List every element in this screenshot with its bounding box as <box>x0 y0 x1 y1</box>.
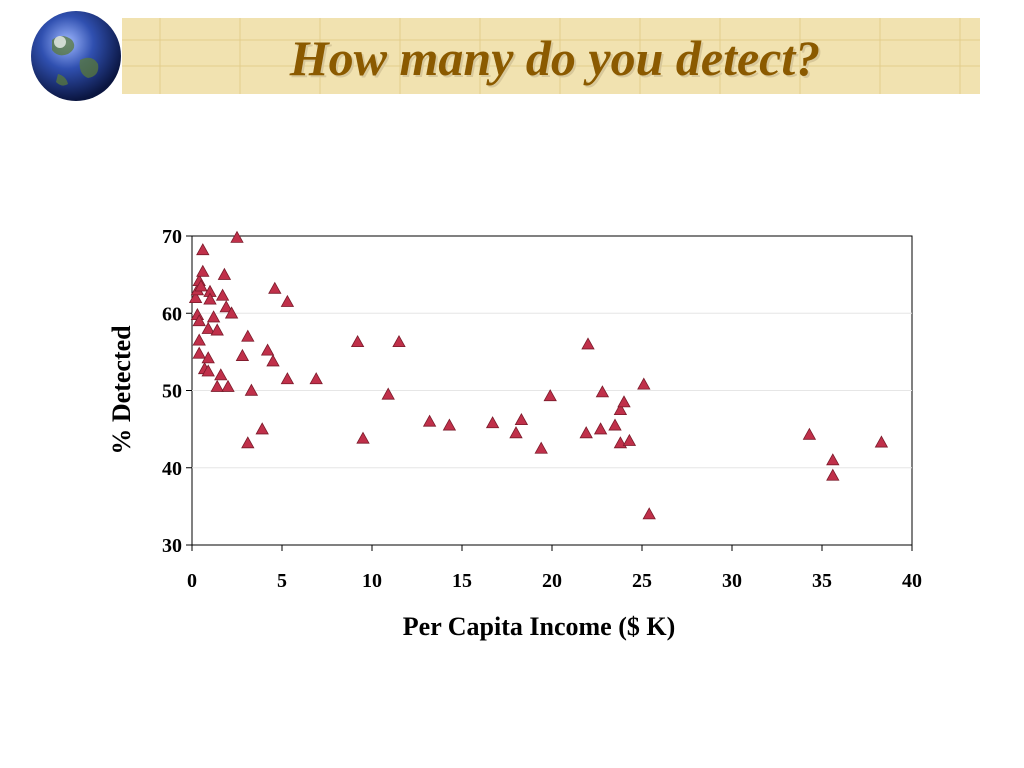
data-point <box>206 310 221 323</box>
gridlines <box>192 312 912 469</box>
data-point <box>280 372 295 385</box>
x-tick-label: 35 <box>812 570 832 592</box>
data-point <box>514 413 529 426</box>
page-title: How many do you detect? <box>289 30 821 86</box>
data-point <box>826 453 840 466</box>
data-point <box>201 321 215 334</box>
x-tick-label: 15 <box>452 570 472 592</box>
banner-grid <box>122 18 980 94</box>
data-point <box>422 414 437 427</box>
data-point <box>210 323 224 336</box>
data-point <box>350 335 365 348</box>
data-point <box>608 418 622 431</box>
data-point <box>266 354 280 367</box>
data-point <box>224 306 239 319</box>
data-point <box>826 468 840 481</box>
data-point <box>215 288 230 301</box>
data-point <box>613 402 628 416</box>
y-axis-title: % Detected <box>107 325 136 455</box>
x-tick-label: 20 <box>542 570 562 592</box>
data-point <box>509 426 523 439</box>
data-point <box>381 387 395 400</box>
data-point <box>192 346 206 359</box>
data-point <box>485 416 500 429</box>
data-point <box>543 389 557 402</box>
data-point <box>210 379 224 392</box>
data-point <box>622 433 637 446</box>
data-point <box>392 335 406 348</box>
y-axis: 30 40 50 60 70 <box>162 226 192 557</box>
data-point <box>241 436 255 449</box>
x-axis: 0 5 10 15 20 25 30 35 40 <box>187 545 922 592</box>
data-point <box>280 294 295 307</box>
data-point <box>192 314 206 327</box>
data-point <box>534 441 548 454</box>
banner-background <box>122 18 980 94</box>
data-points <box>188 230 889 520</box>
data-point <box>617 395 631 408</box>
data-point <box>579 426 593 439</box>
y-tick-label: 60 <box>162 303 182 325</box>
title-banner <box>31 11 980 101</box>
data-point <box>244 383 259 396</box>
data-point <box>203 292 217 305</box>
data-point <box>595 385 610 398</box>
x-tick-label: 10 <box>362 570 382 592</box>
y-tick-label: 30 <box>162 535 182 557</box>
x-axis-title: Per Capita Income ($ K) <box>403 612 675 641</box>
data-point <box>188 290 203 304</box>
globe-icon <box>31 11 121 101</box>
data-point <box>221 379 235 392</box>
data-point <box>642 507 656 520</box>
data-point <box>201 364 215 377</box>
data-point <box>268 281 282 294</box>
y-tick-label: 40 <box>162 458 182 480</box>
x-tick-label: 40 <box>902 570 922 592</box>
data-point <box>219 300 233 313</box>
y-tick-label: 70 <box>162 226 182 248</box>
data-point <box>214 368 228 381</box>
data-point <box>201 351 215 364</box>
x-tick-label: 0 <box>187 570 197 592</box>
x-tick-label: 30 <box>722 570 742 592</box>
data-point <box>593 422 608 435</box>
data-point <box>241 329 255 342</box>
data-point <box>581 337 595 350</box>
data-point <box>356 431 370 444</box>
y-tick-label: 50 <box>162 381 182 403</box>
data-point <box>196 264 210 277</box>
data-point <box>230 230 244 243</box>
data-point <box>874 435 889 448</box>
data-point <box>217 267 232 280</box>
data-point <box>802 427 817 440</box>
data-point <box>235 348 250 361</box>
data-point <box>194 279 208 292</box>
data-point <box>309 372 323 385</box>
data-point <box>442 418 457 431</box>
data-point <box>255 422 269 435</box>
x-tick-label: 5 <box>277 570 287 592</box>
data-point <box>196 243 210 256</box>
x-tick-label: 25 <box>632 570 652 592</box>
data-point <box>192 333 206 346</box>
data-point <box>637 377 651 390</box>
data-point <box>260 343 275 356</box>
